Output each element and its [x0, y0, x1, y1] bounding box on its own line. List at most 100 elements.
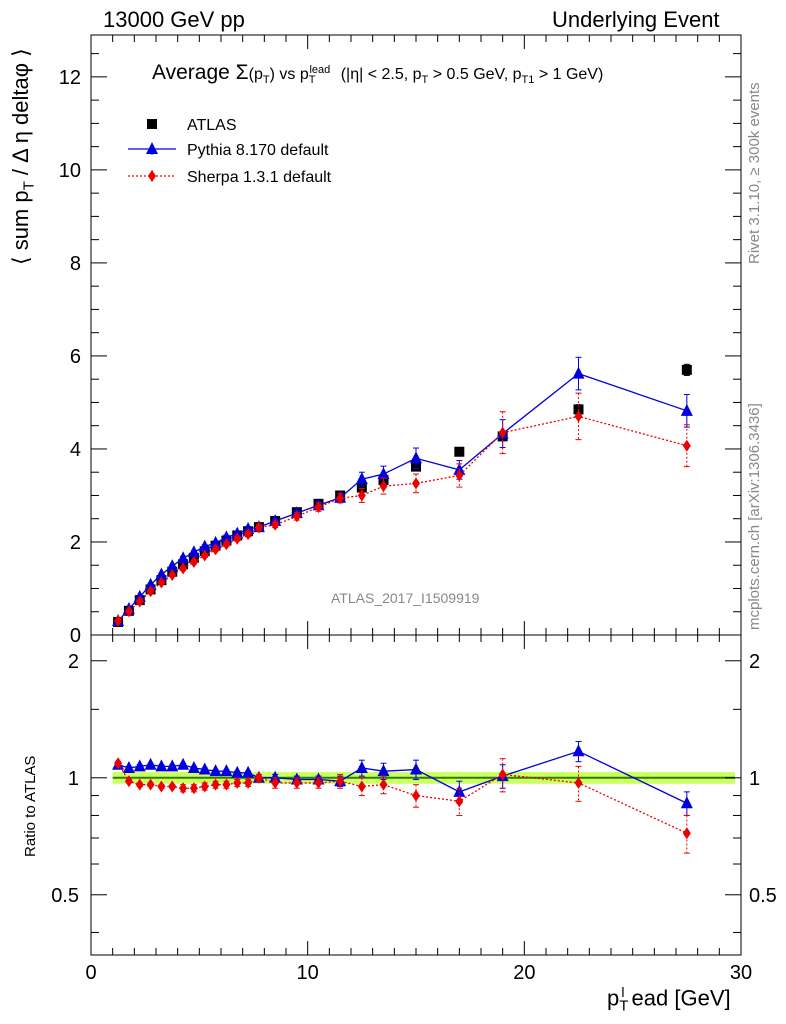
main-pythia-line [117, 372, 688, 622]
ratio-sherpa-point [124, 775, 133, 788]
main-sherpa-point [146, 585, 155, 598]
main-atlas-point [356, 482, 367, 493]
main-sherpa-point [412, 477, 420, 490]
main-pythia-point [209, 535, 222, 548]
ratio-y-tick-label: 1 [68, 768, 79, 790]
main-sherpa-point [189, 555, 198, 568]
main-pythia-point [187, 545, 200, 558]
main-pythia-point [166, 559, 179, 572]
legend-atlas-label: ATLAS [187, 117, 237, 134]
ratio-pythia-point [680, 796, 693, 809]
ratio-y-tick-label: 0.5 [51, 885, 79, 907]
legend-sherpa-marker [148, 170, 156, 182]
y-tick-label: 12 [59, 67, 81, 89]
ratio-sherpa-point [233, 776, 242, 789]
x-tick-label: 30 [730, 962, 752, 984]
main-sherpa-point [200, 549, 209, 562]
ratio-sherpa-point [179, 782, 188, 795]
y-tick-label: 8 [70, 253, 81, 275]
ratio-pythia-point [166, 759, 179, 772]
ratio-sherpa-point [271, 776, 280, 789]
y-axis-label: ⟨ sum pT / Δ η deltaφ ⟩ [8, 48, 38, 265]
ratio-pythia-point [453, 784, 466, 797]
main-sherpa-point [682, 439, 691, 452]
main-pythia-point [155, 567, 168, 580]
ratio-pythia-point [133, 759, 146, 772]
mcplots-label: mcplots.cern.ch [arXiv:1306.3436] [746, 403, 763, 630]
ratio-sherpa-point [682, 827, 691, 840]
ratio-pythia-point [231, 765, 244, 778]
ratio-sherpa-point [336, 775, 345, 788]
main-sherpa-point [124, 605, 133, 618]
y-tick-label: 2 [70, 532, 81, 554]
ratio-pythia-point [177, 757, 190, 770]
legend-pythia-label: Pythia 8.170 default [187, 142, 329, 159]
ratio-sherpa-point [168, 780, 177, 793]
main-sherpa-point [455, 469, 464, 482]
ratio-pythia-point [144, 757, 157, 770]
ratio-sherpa-point [211, 778, 220, 791]
main-sherpa-point [574, 410, 583, 423]
main-sherpa-point [292, 510, 301, 523]
main-sherpa-point [379, 480, 388, 493]
main-sherpa-point [168, 569, 177, 581]
legend-pythia-marker [146, 142, 158, 154]
ratio-sherpa-point [254, 771, 263, 784]
main-sherpa-point [222, 538, 231, 551]
ratio-sherpa-point [412, 789, 420, 802]
ratio-pythia-point [209, 764, 222, 777]
main-atlas-point [681, 364, 692, 375]
main-sherpa-point [114, 615, 123, 628]
ratio-pythia-point [355, 760, 368, 773]
x-tick-label: 10 [297, 962, 319, 984]
x-tick-label: 20 [513, 962, 535, 984]
ratio-pythia-point [269, 770, 282, 783]
main-sherpa-point [254, 521, 263, 534]
ratio-sherpa-point [379, 778, 388, 791]
main-pythia-point [680, 403, 693, 416]
ratio-pythia-point [242, 765, 255, 778]
ratio-pythia-point [220, 764, 233, 777]
main-sherpa-point [233, 532, 242, 545]
main-pythia-point [177, 551, 190, 564]
main-sherpa-point [244, 528, 253, 541]
legend-atlas-marker [147, 119, 157, 129]
main-sherpa-point [211, 543, 220, 556]
main-sherpa-point [179, 562, 188, 575]
ratio-pythia-point [187, 760, 200, 773]
rivet-label: Rivet 3.1.10, ≥ 300k events [746, 82, 763, 264]
main-sherpa-point [271, 518, 280, 531]
ratio-y-axis-label: Ratio to ATLAS [22, 755, 39, 857]
ratio-sherpa-point [114, 757, 123, 770]
main-title: Average Σ(pT) vs pTlead (|η| < 2.5, pT >… [152, 61, 604, 87]
ratio-y-tick-label: 2 [68, 651, 79, 673]
main-sherpa-point [498, 426, 507, 439]
ratio-pythia-point [410, 762, 422, 775]
ratio-sherpa-point [292, 776, 301, 789]
x-axis-label: pTl ead [GeV] [607, 984, 731, 1015]
main-pythia-point [572, 366, 585, 379]
main-sherpa-point [336, 492, 345, 505]
ratio-sherpa-point [244, 776, 253, 789]
ratio-sherpa-point [189, 782, 198, 795]
ratio-sherpa-point [455, 795, 464, 808]
ratio-sherpa-point [314, 776, 323, 789]
y-tick-label: 4 [70, 439, 81, 461]
watermark: ATLAS_2017_I1509919 [331, 590, 480, 606]
main-sherpa-point [357, 489, 366, 502]
main-sherpa-point [135, 595, 144, 608]
ratio-sherpa-point [498, 768, 507, 781]
ratio-pythia-point [198, 762, 211, 775]
ratio-sherpa-point [157, 780, 166, 793]
main-pythia-point [355, 472, 368, 485]
ratio-y-tick-label-right: 2 [749, 651, 760, 673]
ratio-pythia-point [155, 759, 168, 772]
main-atlas-point [454, 446, 465, 457]
ratio-sherpa-point [146, 778, 155, 791]
ratio-pythia-point [572, 744, 585, 757]
x-tick-label: 0 [85, 962, 96, 984]
header-left: 13000 GeV pp [103, 7, 245, 32]
header-right: Underlying Event [552, 7, 720, 32]
